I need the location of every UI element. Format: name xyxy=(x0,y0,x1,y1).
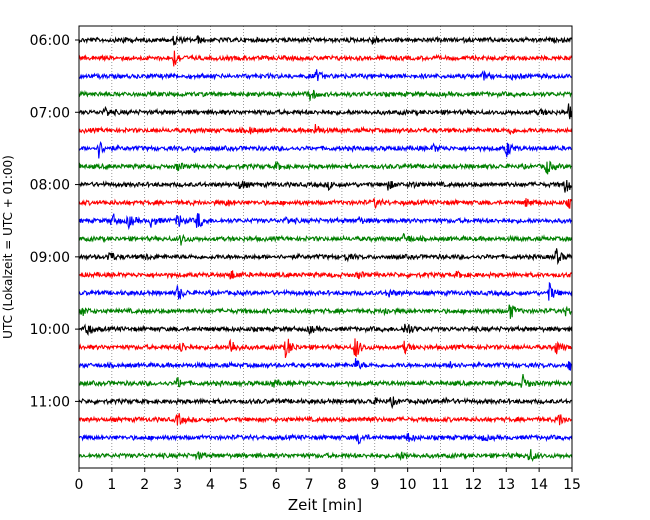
plot-frame xyxy=(78,25,573,469)
x-tick-label: 2 xyxy=(140,477,149,493)
seismic-trace xyxy=(78,50,573,67)
seismic-trace xyxy=(78,213,573,231)
y-tick-label: 06:00 xyxy=(30,33,70,49)
seismic-trace xyxy=(78,270,573,280)
x-tick-label: 9 xyxy=(370,477,379,493)
x-tick-label: 8 xyxy=(337,477,346,493)
y-tick-label: 10:00 xyxy=(30,322,70,338)
x-tick-label: 12 xyxy=(464,477,482,493)
seismic-trace xyxy=(78,304,572,319)
x-tick-label: 5 xyxy=(239,477,248,493)
x-tick-label: 13 xyxy=(497,477,515,493)
seismic-trace xyxy=(78,89,573,101)
seismic-trace xyxy=(78,432,573,445)
seismic-trace xyxy=(78,197,573,209)
y-tick-label: 08:00 xyxy=(30,178,70,194)
seismic-traces xyxy=(78,34,573,463)
y-tick-label: 11:00 xyxy=(30,394,70,410)
seismic-trace xyxy=(79,232,573,246)
y-axis-label: UTC (Lokalzeit = UTC + 01:00) xyxy=(1,155,15,339)
seismic-trace xyxy=(78,248,573,266)
x-tick-label: 14 xyxy=(530,477,548,493)
seismic-trace xyxy=(78,140,572,159)
x-tick-label: 6 xyxy=(272,477,281,493)
x-axis-ticks: 0 1 2 3 4 5 6 7 8 9 10 11 12 13 14 15 xyxy=(75,468,581,493)
seismic-trace xyxy=(78,34,573,46)
x-tick-label: 11 xyxy=(432,477,450,493)
seismic-trace xyxy=(78,338,573,359)
y-axis-ticks: 06:00 07:00 08:00 09:00 10:00 11:00 xyxy=(30,33,79,410)
x-tick-label: 7 xyxy=(305,477,314,493)
x-tick-label: 0 xyxy=(75,477,84,493)
y-tick-label: 09:00 xyxy=(30,250,70,266)
x-tick-label: 1 xyxy=(107,477,116,493)
seismic-trace xyxy=(78,396,573,410)
seismic-trace xyxy=(78,358,573,371)
x-tick-label: 4 xyxy=(206,477,215,493)
seismic-trace xyxy=(78,374,573,388)
x-axis-label: Zeit [min] xyxy=(288,496,362,514)
seismic-trace xyxy=(78,449,573,463)
seismic-trace xyxy=(78,179,573,193)
seismic-trace xyxy=(78,103,573,120)
y-tick-label: 07:00 xyxy=(30,105,70,121)
x-tick-label: 15 xyxy=(563,477,581,493)
seismic-trace xyxy=(78,323,573,336)
seismic-trace xyxy=(78,413,572,426)
x-tick-label: 10 xyxy=(399,477,417,493)
x-tick-label: 3 xyxy=(173,477,182,493)
seismic-trace xyxy=(78,281,573,301)
seismic-trace xyxy=(78,69,573,82)
seismic-trace xyxy=(78,124,573,136)
seismic-trace xyxy=(78,160,572,175)
